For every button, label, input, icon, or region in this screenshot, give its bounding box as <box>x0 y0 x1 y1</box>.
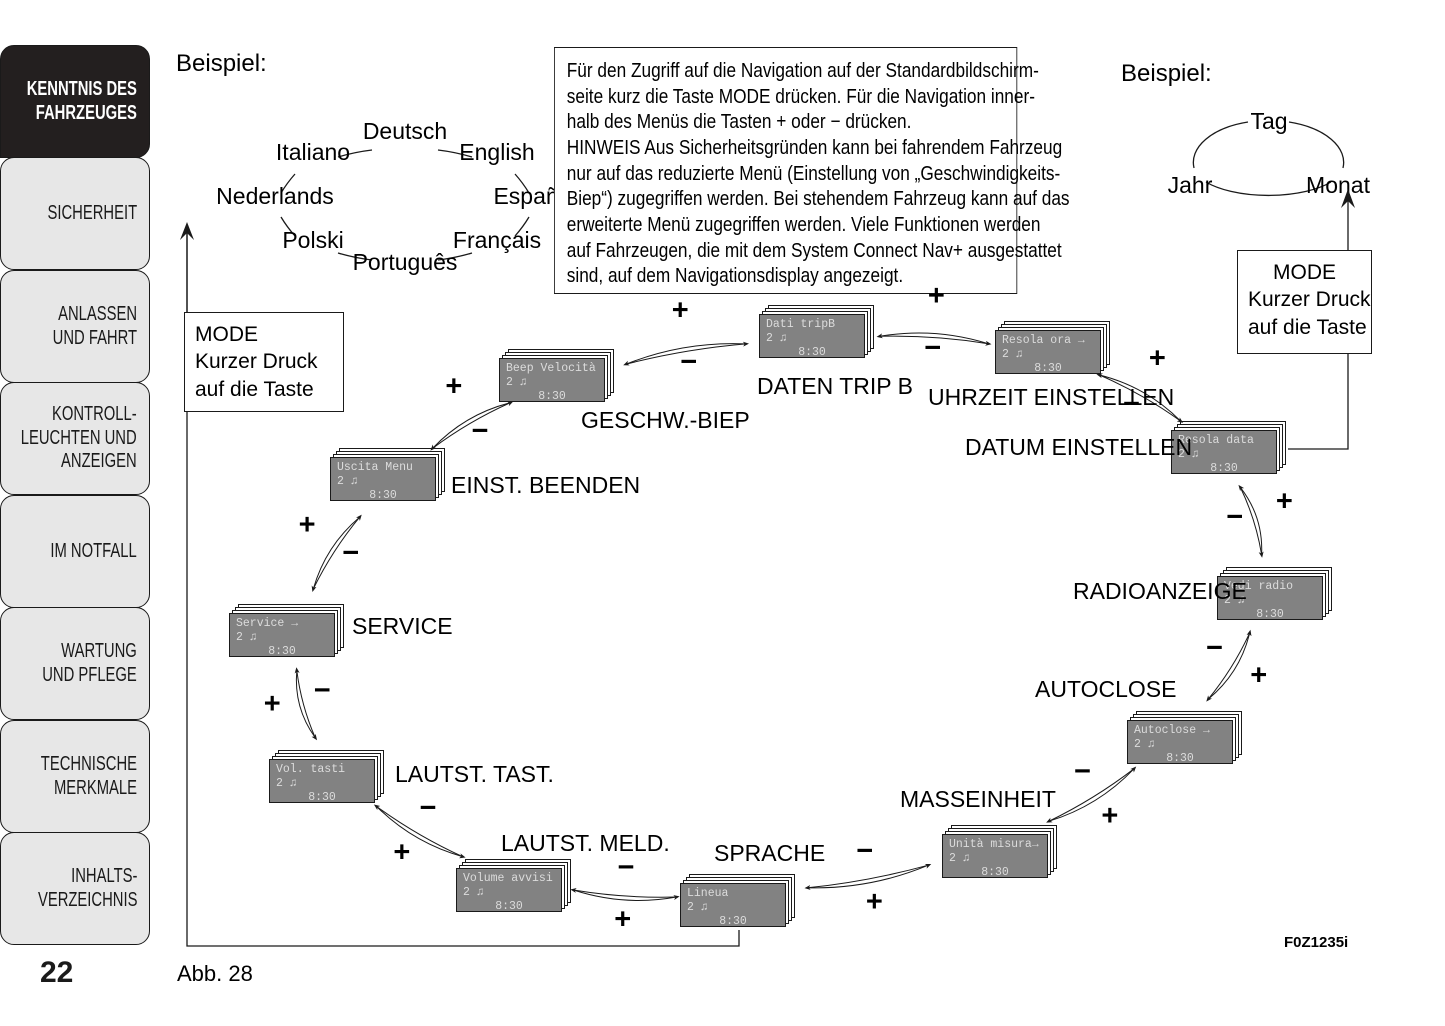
svg-text:+: + <box>672 295 689 327</box>
svg-text:+: + <box>393 837 410 869</box>
svg-text:−: − <box>1206 632 1223 664</box>
svg-text:+: + <box>264 688 281 720</box>
svg-text:−: − <box>924 332 941 364</box>
svg-text:+: + <box>1276 486 1293 518</box>
svg-text:−: − <box>1226 501 1243 533</box>
svg-text:+: + <box>614 903 631 935</box>
svg-text:+: + <box>866 886 883 918</box>
svg-text:+: + <box>445 370 462 402</box>
svg-text:−: − <box>472 415 489 447</box>
svg-text:+: + <box>1149 343 1166 375</box>
svg-text:−: − <box>342 537 359 569</box>
svg-text:−: − <box>1074 756 1091 788</box>
svg-text:−: − <box>420 792 437 824</box>
svg-text:+: + <box>299 509 316 541</box>
svg-text:+: + <box>1250 660 1267 692</box>
svg-text:+: + <box>1101 800 1118 832</box>
svg-text:−: − <box>856 835 873 867</box>
svg-text:−: − <box>680 346 697 378</box>
svg-text:−: − <box>314 675 331 707</box>
